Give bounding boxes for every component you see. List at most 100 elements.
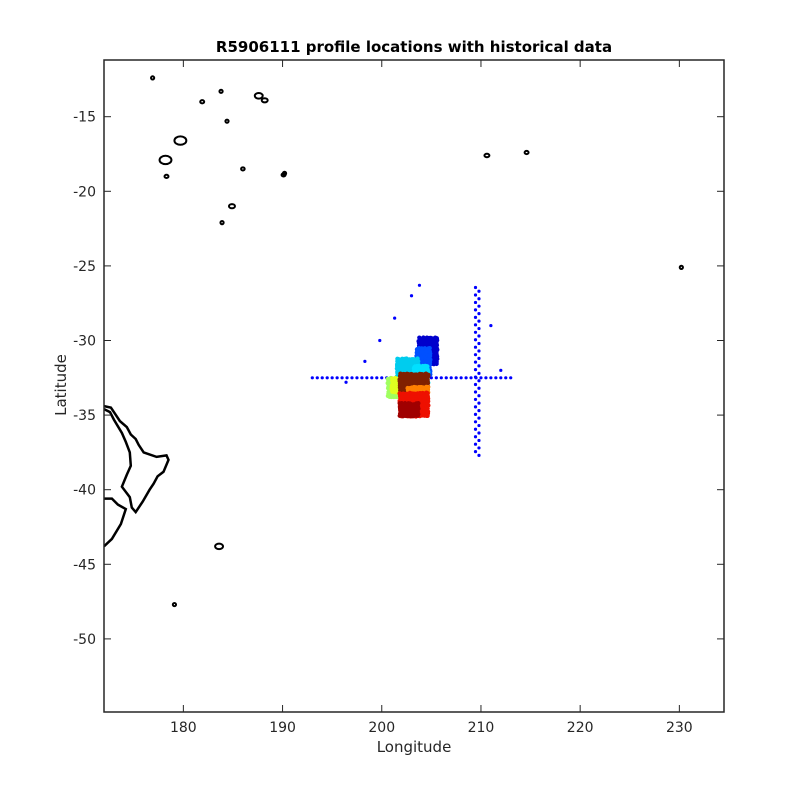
historical-point: [340, 376, 344, 380]
historical-point: [477, 364, 481, 368]
coastline-island: [281, 170, 288, 176]
historical-point: [477, 438, 481, 443]
historical-point: [473, 338, 478, 342]
profile-point: [415, 356, 420, 361]
historical-point: [479, 376, 483, 380]
coastline-island: [678, 264, 684, 270]
historical-point: [477, 401, 481, 405]
historical-point: [473, 367, 478, 372]
historical-point: [345, 376, 349, 380]
historical-point: [477, 423, 481, 428]
coastline-island: [218, 88, 224, 94]
historical-point: [473, 435, 478, 439]
historical-point: [477, 446, 481, 450]
historical-point: [477, 431, 481, 435]
y-tick-label: -25: [73, 259, 96, 275]
historical-point: [344, 380, 348, 384]
coastline-island: [483, 152, 491, 159]
historical-point: [325, 376, 329, 380]
historical-point: [477, 304, 481, 308]
historical-point: [477, 394, 481, 398]
y-tick-label: -15: [73, 110, 96, 126]
historical-point: [473, 427, 478, 431]
historical-point: [449, 376, 453, 380]
coastline-island: [171, 601, 178, 608]
x-tick-label: 220: [567, 720, 594, 736]
historical-point: [439, 376, 443, 380]
coastline-north-island: [104, 404, 170, 515]
y-tick-label: -50: [73, 632, 96, 648]
historical-point: [477, 416, 481, 420]
historical-point: [477, 334, 481, 338]
profile-point: [425, 391, 430, 396]
coastline-island: [199, 99, 206, 105]
historical-point: [473, 397, 478, 402]
historical-point: [473, 390, 478, 394]
historical-point: [378, 338, 382, 343]
historical-point: [473, 315, 478, 319]
x-tick-label: 200: [368, 720, 395, 736]
x-axis-label: Longitude: [377, 738, 452, 756]
profile-point: [426, 372, 431, 377]
coastline-island: [253, 92, 264, 100]
historical-point: [489, 323, 493, 328]
historical-point: [473, 382, 478, 387]
coastline-island: [224, 118, 230, 124]
historical-point: [417, 283, 422, 287]
y-axis: -50 -45 -40 -35 -30 -25 -20 -15: [73, 110, 724, 648]
coastline-island: [173, 135, 188, 146]
historical-point: [477, 341, 481, 346]
historical-point: [454, 376, 458, 380]
x-axis: 180 190 200 210 220 230: [170, 60, 693, 736]
historical-point: [393, 316, 397, 320]
y-tick-label: -35: [73, 408, 96, 424]
y-tick-label: -30: [73, 333, 96, 349]
historical-point: [477, 326, 481, 331]
coastline-island: [240, 166, 246, 172]
historical-point: [365, 376, 369, 380]
historical-point: [434, 376, 438, 380]
historical-point: [504, 376, 508, 380]
profile-point: [425, 384, 431, 390]
historical-point: [473, 285, 478, 290]
profile-point: [425, 364, 430, 369]
y-axis-label: Latitude: [52, 354, 70, 416]
historical-point: [477, 379, 481, 383]
x-tick-label: 210: [468, 720, 495, 736]
historical-point: [464, 376, 468, 380]
profile-point: [416, 401, 421, 406]
historical-point: [477, 453, 481, 457]
x-tick-label: 180: [170, 720, 197, 736]
coastline-island: [219, 220, 225, 226]
coastline-island: [158, 154, 173, 166]
historical-point: [473, 330, 478, 334]
historical-point: [473, 442, 478, 446]
historical-point: [494, 376, 498, 380]
historical-point: [320, 376, 324, 380]
historical-point: [477, 319, 481, 323]
profile-point: [427, 345, 432, 351]
plot-frame: [103, 59, 725, 713]
chart-title: R5906111 profile locations with historic…: [216, 38, 612, 56]
coastline-island: [150, 75, 156, 81]
historical-point: [477, 289, 481, 293]
historical-point: [375, 376, 379, 380]
historical-point: [473, 300, 478, 305]
historical-point: [477, 349, 481, 353]
historical-point: [473, 345, 478, 349]
historical-point: [473, 293, 478, 297]
historical-point: [473, 420, 478, 424]
historical-point: [477, 297, 481, 301]
historical-point: [473, 450, 478, 454]
historical-point: [473, 353, 478, 357]
historical-point: [335, 376, 339, 380]
historical-point: [409, 294, 414, 298]
x-tick-label: 230: [666, 720, 693, 736]
historical-point: [477, 312, 481, 316]
historical-point: [477, 386, 481, 390]
historical-point: [380, 376, 384, 380]
plot-area: [104, 75, 684, 608]
profile-point: [427, 349, 432, 354]
historical-point: [330, 376, 334, 380]
